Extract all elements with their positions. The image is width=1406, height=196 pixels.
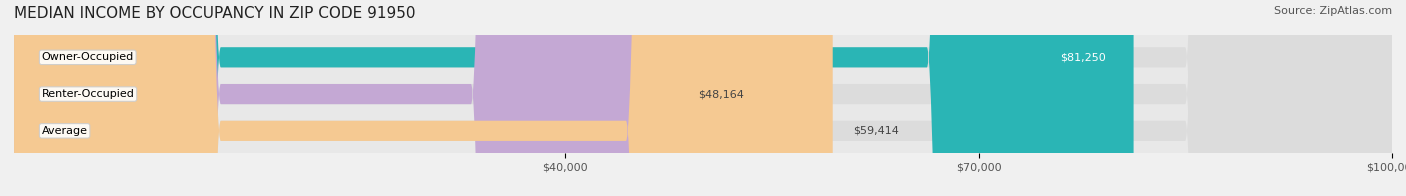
Text: $81,250: $81,250 <box>1060 52 1107 62</box>
FancyBboxPatch shape <box>14 0 1392 196</box>
FancyBboxPatch shape <box>14 0 678 196</box>
Text: Average: Average <box>42 126 87 136</box>
Text: MEDIAN INCOME BY OCCUPANCY IN ZIP CODE 91950: MEDIAN INCOME BY OCCUPANCY IN ZIP CODE 9… <box>14 6 416 21</box>
FancyBboxPatch shape <box>14 0 832 196</box>
Text: $48,164: $48,164 <box>699 89 744 99</box>
Text: Owner-Occupied: Owner-Occupied <box>42 52 134 62</box>
Text: Renter-Occupied: Renter-Occupied <box>42 89 135 99</box>
FancyBboxPatch shape <box>14 0 1392 196</box>
Text: Source: ZipAtlas.com: Source: ZipAtlas.com <box>1274 6 1392 16</box>
FancyBboxPatch shape <box>14 0 1392 196</box>
FancyBboxPatch shape <box>14 0 1133 196</box>
Text: $59,414: $59,414 <box>853 126 900 136</box>
